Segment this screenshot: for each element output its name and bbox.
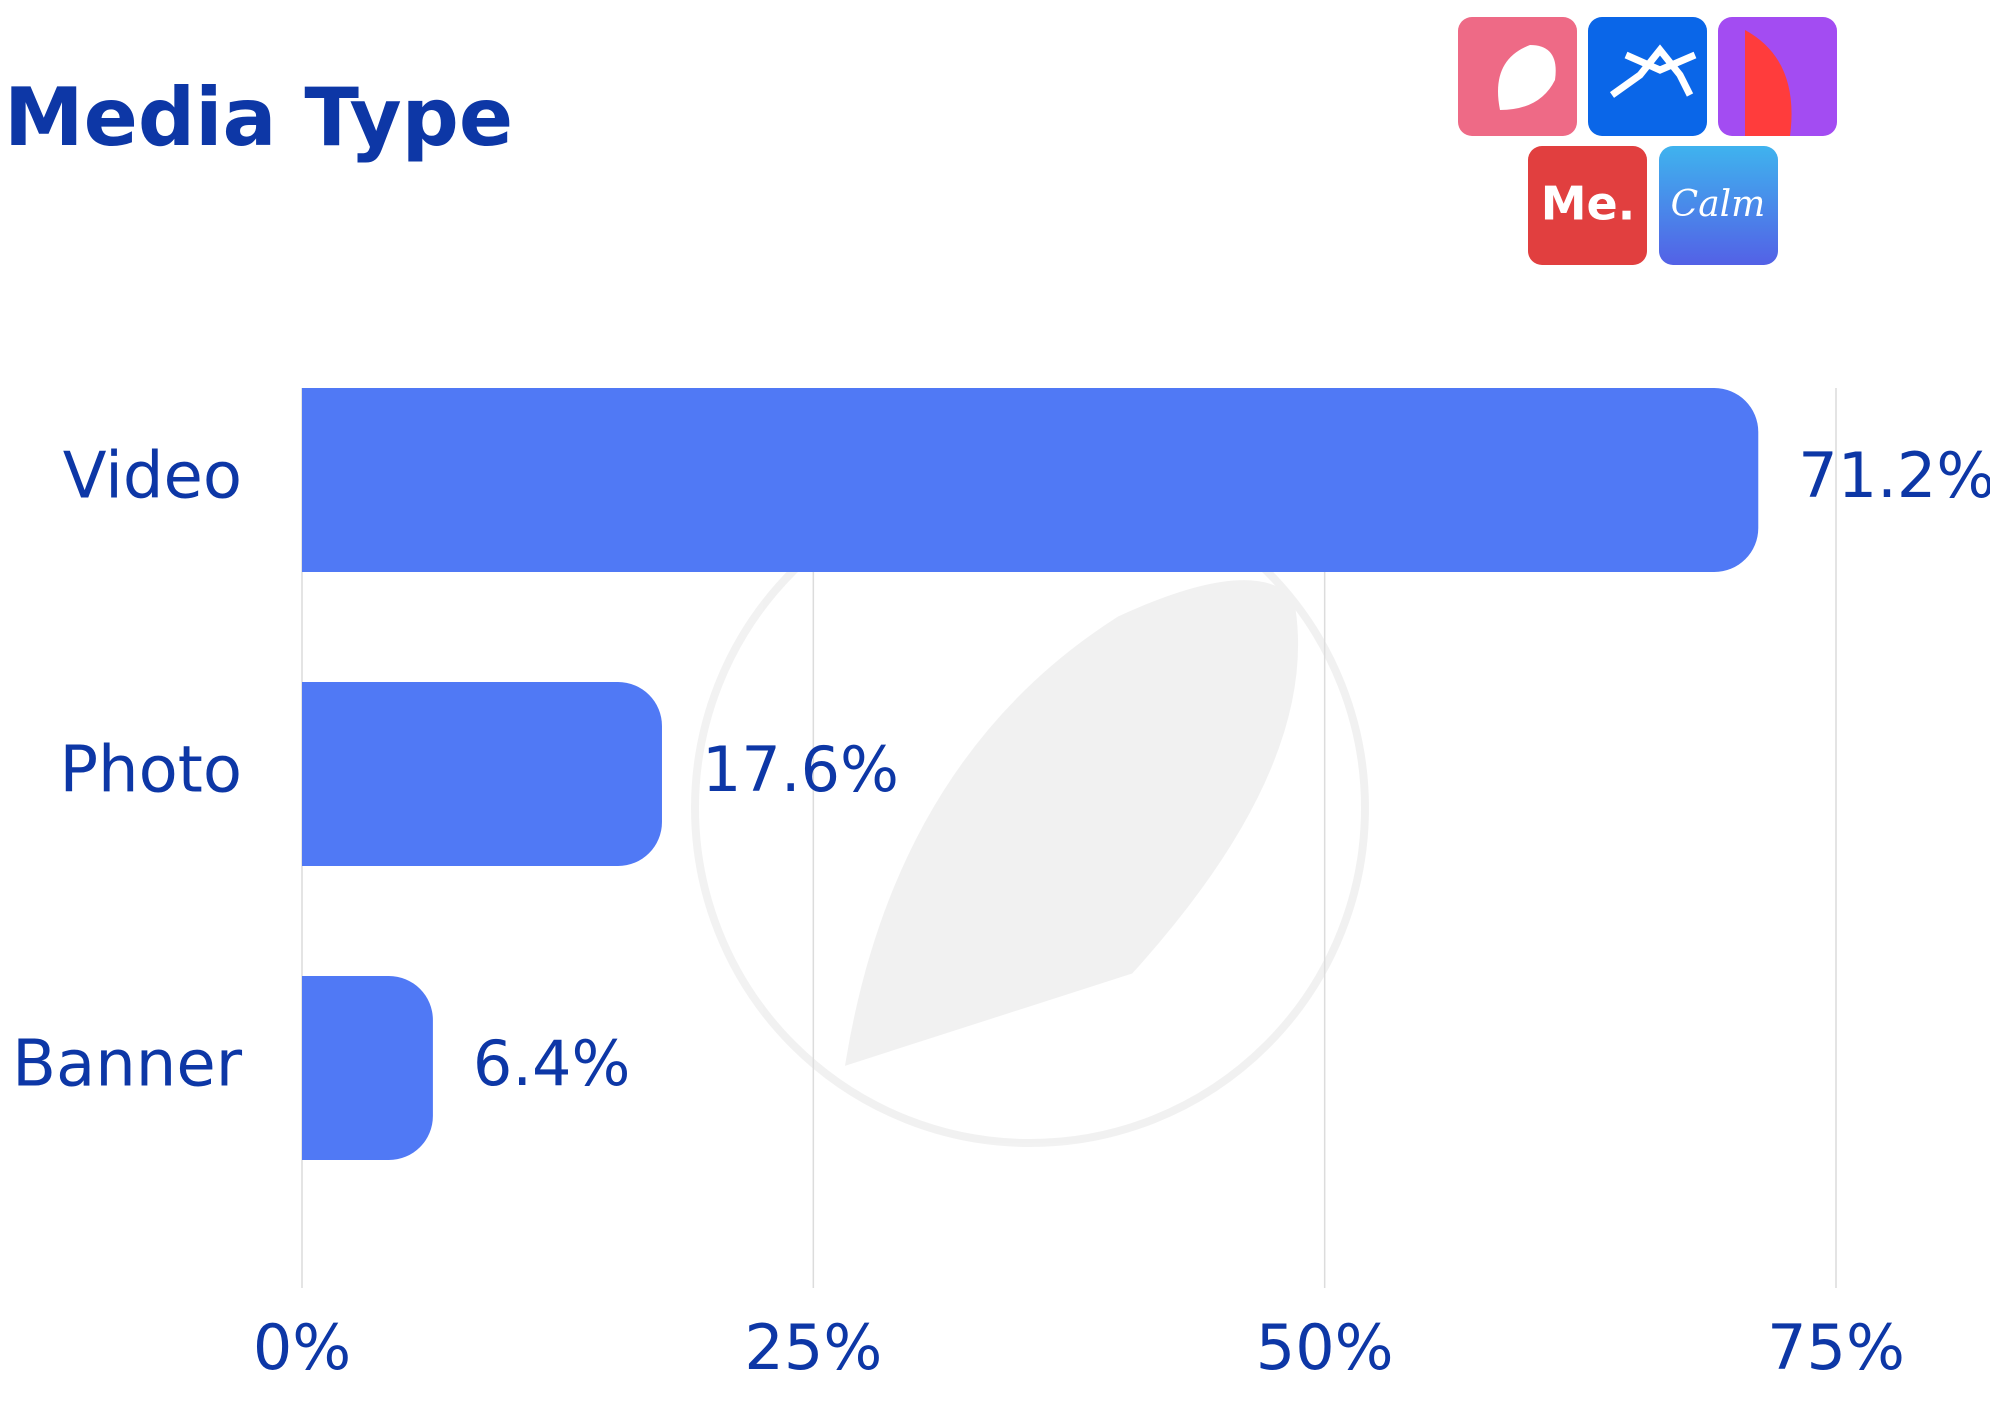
value-label: 6.4% — [473, 1027, 631, 1100]
app-icon — [1659, 146, 1778, 265]
y-tick-label: Banner — [12, 1028, 243, 1102]
value-label: 71.2% — [1798, 439, 1990, 512]
app-icon-glyph — [1745, 30, 1792, 136]
watermark — [691, 469, 1369, 1147]
app-icons: Me. Calm — [1458, 17, 1837, 265]
bar — [302, 388, 1759, 572]
app-icon-glyph — [1609, 44, 1697, 98]
value-label: 17.6% — [702, 733, 899, 806]
app-icon — [1588, 17, 1707, 136]
app-logo-text: Calm — [1671, 184, 1766, 225]
y-tick-label: Video — [63, 440, 242, 514]
x-tick-label: 75% — [1767, 1311, 1905, 1384]
x-tick-label: 0% — [253, 1311, 351, 1384]
chart-title: Media Type — [4, 71, 513, 164]
x-tick-label: 25% — [744, 1311, 882, 1384]
x-tick-label: 50% — [1256, 1311, 1394, 1384]
bar — [302, 682, 662, 866]
bar — [302, 976, 433, 1160]
app-logo-text: Me. — [1541, 177, 1635, 231]
app-icon-glyph — [1498, 45, 1556, 110]
app-icon — [1528, 146, 1647, 265]
y-tick-label: Photo — [59, 734, 242, 808]
